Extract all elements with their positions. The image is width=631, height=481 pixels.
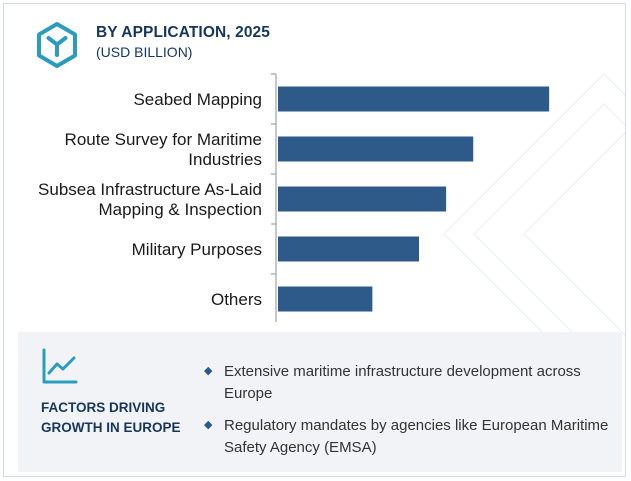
list-item: ◆ Extensive maritime infrastructure deve… — [204, 361, 614, 405]
category-label: Seabed Mapping — [133, 90, 262, 109]
category-label: Military Purposes — [132, 240, 262, 259]
category-label: Subsea Infrastructure As-Laid Mapping & I… — [38, 180, 262, 219]
chart-title: BY APPLICATION, 2025 — [96, 24, 270, 41]
factors-list: ◆ Extensive maritime infrastructure deve… — [204, 361, 614, 469]
diamond-bullet-icon: ◆ — [204, 365, 213, 377]
list-item-text: Regulatory mandates by agencies like Eur… — [224, 417, 609, 456]
bar — [278, 186, 447, 212]
chart-subtitle: (USD BILLION) — [96, 44, 193, 60]
factors-panel: FACTORS DRIVING GROWTH IN EUROPE ◆ Exten… — [18, 332, 622, 472]
bar — [278, 286, 373, 312]
chart-card: BY APPLICATION, 2025 (USD BILLION) Seabe… — [3, 3, 626, 477]
category-label: Route Survey for Maritime Industries — [65, 130, 262, 169]
factors-title: FACTORS DRIVING GROWTH IN EUROPE — [41, 400, 181, 435]
bar — [278, 236, 419, 262]
bar-chart: Seabed Mapping Route Survey for Maritime I… — [38, 73, 550, 322]
hexagon-logo-icon — [37, 22, 77, 68]
bar — [278, 86, 550, 112]
trend-chart-icon — [42, 348, 78, 384]
list-item: ◆ Regulatory mandates by agencies like E… — [204, 415, 614, 459]
background-decoration — [443, 73, 625, 395]
category-label: Others — [211, 290, 262, 309]
bar — [278, 136, 474, 162]
list-item-text: Extensive maritime infrastructure develo… — [224, 363, 581, 402]
diamond-bullet-icon: ◆ — [204, 419, 213, 431]
